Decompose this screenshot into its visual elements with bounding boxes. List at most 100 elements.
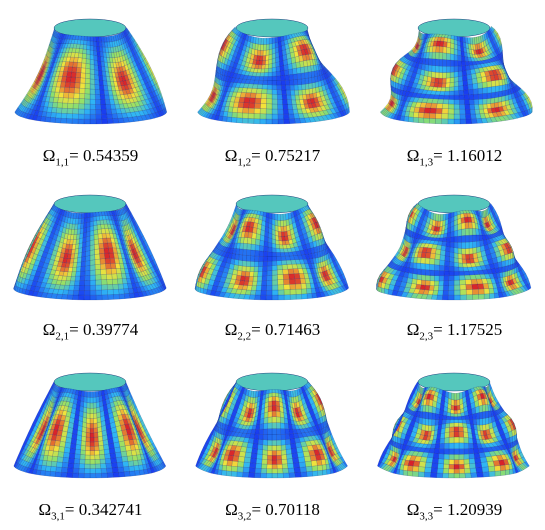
mesh-element [95, 36, 100, 42]
mesh-element [250, 255, 255, 262]
mesh-element [437, 214, 441, 222]
mesh-element [74, 280, 80, 286]
mesh-element [474, 104, 480, 110]
mesh-element [277, 108, 284, 115]
mesh-element [265, 294, 273, 301]
mesh-element [51, 455, 58, 462]
mesh-element [84, 275, 91, 281]
mesh-element [283, 219, 287, 227]
mesh-element [254, 294, 261, 301]
mesh-element [449, 66, 455, 73]
mesh-element [468, 253, 474, 260]
mode-index: 2,3 [419, 330, 434, 343]
mesh-element [73, 92, 80, 99]
mesh-element [453, 270, 460, 276]
mesh-element [271, 247, 277, 253]
mesh-element [468, 222, 473, 229]
mesh-element [271, 108, 278, 115]
mesh-element [89, 254, 96, 261]
mesh-element [89, 45, 94, 51]
mesh-element [311, 82, 316, 89]
mesh-element [95, 289, 102, 296]
mode-cell: Ω2,3= 1.17525 [364, 176, 545, 352]
mesh-element [255, 238, 261, 246]
mesh-element [80, 217, 85, 224]
mesh-element [89, 212, 94, 218]
mesh-element [254, 102, 261, 109]
mesh-element [280, 80, 286, 86]
mesh-element [110, 268, 117, 275]
mesh-element [263, 251, 268, 257]
mesh-element [104, 258, 111, 264]
mesh-element [448, 94, 455, 100]
mesh-element [501, 95, 506, 102]
mesh-element [439, 259, 445, 266]
mesh-element [447, 113, 455, 120]
mesh-element [261, 275, 268, 282]
mesh-element [231, 112, 238, 118]
mesh-element [89, 73, 95, 80]
mesh-element [95, 401, 100, 408]
mesh-element [465, 284, 473, 290]
mesh-element [259, 118, 267, 125]
mesh-element [449, 77, 455, 83]
mesh-element [298, 94, 304, 100]
mesh-element [89, 109, 96, 115]
mesh-element [267, 251, 273, 257]
mesh-element [288, 273, 295, 280]
mesh-element [472, 83, 479, 90]
mesh-element [495, 85, 500, 93]
mesh-element [276, 75, 281, 81]
mesh-element [271, 251, 277, 257]
mesh-element [458, 270, 465, 276]
mesh-element [237, 265, 243, 272]
mesh-element [460, 217, 466, 224]
frequency-caption: Ω1,3= 1.16012 [364, 146, 545, 168]
mesh-element [89, 49, 94, 56]
mesh-element [461, 253, 466, 260]
mesh-element [280, 213, 284, 221]
mesh-element [276, 84, 282, 91]
mesh-element [110, 457, 117, 464]
mesh-element [89, 36, 94, 42]
mesh-element [93, 412, 98, 419]
mesh-element [78, 290, 85, 296]
mesh-element [456, 36, 461, 42]
mesh-element [295, 288, 302, 295]
mesh-element [429, 252, 436, 260]
mesh-element [84, 265, 91, 272]
mesh-element [97, 60, 102, 67]
mesh-element [429, 275, 435, 282]
mesh-element [289, 283, 296, 290]
mesh-element [101, 70, 107, 77]
mesh-element [94, 74, 100, 81]
mesh-element [84, 290, 91, 296]
mesh-element [138, 464, 144, 471]
mesh-element [253, 271, 259, 277]
mesh-element [314, 81, 319, 88]
mesh-element [92, 212, 97, 217]
mesh-element [271, 118, 279, 125]
mesh-element [99, 89, 105, 96]
mesh-element [267, 80, 273, 86]
mesh-element [471, 283, 479, 290]
mesh-element [117, 283, 124, 290]
mesh-element [54, 471, 62, 478]
mesh-element [89, 88, 96, 95]
mesh-element [453, 284, 461, 291]
mesh-element [66, 108, 74, 114]
mesh-element [68, 452, 76, 459]
mesh-element [423, 117, 430, 124]
mesh-element [406, 227, 408, 236]
mesh-element [100, 263, 107, 270]
mesh-element [106, 273, 113, 280]
mesh-element [267, 67, 273, 73]
mesh-element [257, 275, 263, 282]
mesh-element [290, 89, 296, 96]
mesh-element [453, 236, 458, 243]
mesh-element [242, 112, 249, 119]
mesh-element [94, 94, 101, 100]
mesh-element [453, 94, 460, 100]
mesh-element [439, 264, 445, 271]
mesh-element [461, 65, 467, 72]
